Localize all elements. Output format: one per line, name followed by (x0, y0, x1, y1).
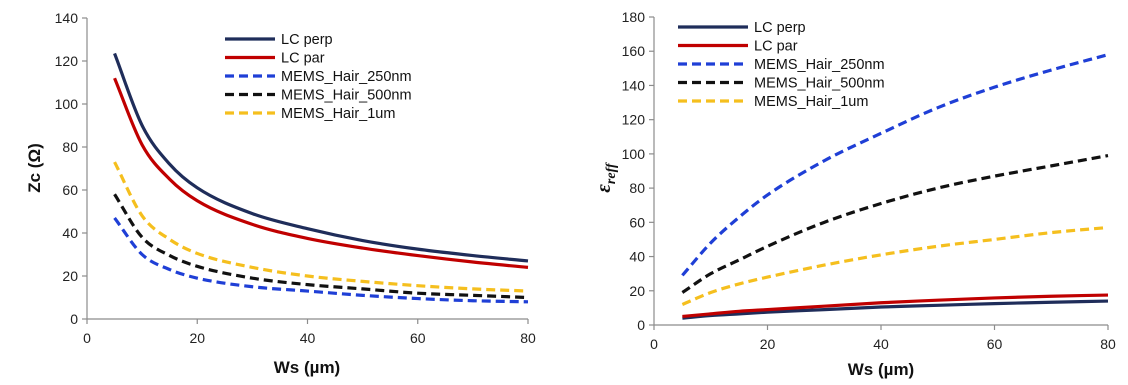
zc-y-tick-label: 80 (62, 139, 78, 155)
zc-x-tick-label: 60 (410, 330, 426, 346)
eps-x-tick-label: 60 (987, 336, 1003, 352)
eps-series-line-2 (681, 53, 1109, 277)
zc-legend-label: LC par (281, 51, 325, 67)
zc-series-line-2 (113, 216, 529, 304)
zc-y-tick-label: 40 (62, 225, 78, 241)
eps-y-axis-title: εreff (591, 162, 619, 193)
eps-legend: LC perp LC par MEMS_Hair_250nm MEMS_Hair_50… (678, 20, 885, 110)
eps-y-axis-subscript: reff (604, 162, 619, 184)
zc-series-line-0 (113, 52, 529, 263)
zc-y-tick-label: 60 (62, 182, 78, 198)
zc-y-tick-label: 120 (55, 53, 79, 69)
zc-series-line-4 (113, 161, 529, 293)
eps-y-tick-label: 120 (622, 112, 646, 128)
eps-y-axis-symbol: ε (591, 184, 615, 193)
zc-x-tick-label: 40 (300, 330, 316, 346)
eps-y-tick-label: 160 (622, 43, 646, 59)
eps-legend-label: MEMS_Hair_1um (754, 94, 868, 110)
zc-y-tick-label: 140 (55, 10, 79, 26)
zc-series-line-3 (113, 193, 529, 300)
eps-y-tick-label: 100 (622, 146, 646, 162)
zc-legend-label: MEMS_Hair_500nm (281, 88, 412, 104)
zc-legend-label: MEMS_Hair_1um (281, 106, 395, 122)
zc-y-tick-label: 100 (55, 96, 79, 112)
zc-series-line-1 (113, 77, 529, 269)
eps-y-tick-label: 140 (622, 77, 646, 93)
zc-y-tick-label: 20 (62, 268, 78, 284)
eps-legend-label: LC par (754, 39, 798, 55)
eps-x-tick-label: 0 (650, 336, 658, 352)
eps-legend-label: MEMS_Hair_250nm (754, 57, 885, 73)
eps-x-tick-label: 40 (873, 336, 889, 352)
zc-x-tick-label: 20 (189, 330, 205, 346)
eps-series-line-4 (681, 225, 1109, 306)
eps-x-axis-title: Ws (µm) (848, 360, 914, 379)
eps-y-tick-label: 180 (622, 9, 646, 25)
zc-y-tick-label: 0 (70, 311, 78, 327)
eps-y-tick-label: 80 (629, 180, 645, 196)
zc-x-tick-label: 0 (83, 330, 91, 346)
zc-x-axis-title: Ws (µm) (274, 358, 340, 377)
eps-y-tick-label: 0 (637, 317, 645, 333)
eps-y-tick-label: 40 (629, 249, 645, 265)
eps-x-tick-label: 80 (1100, 336, 1116, 352)
eps-x-tick-label: 20 (760, 336, 776, 352)
eps-series-line-0 (682, 299, 1109, 320)
eps-y-tick-label: 20 (629, 283, 645, 299)
eps-legend-label: MEMS_Hair_500nm (754, 76, 885, 92)
eps-series-line-3 (681, 154, 1109, 294)
zc-legend-label: MEMS_Hair_250nm (281, 69, 412, 85)
eps-chart: 0 20 40 60 80 100 120 140 160 180 0 20 40 60 80 Ws (µm)… (591, 9, 1116, 379)
eps-y-tick-label: 60 (629, 214, 645, 230)
zc-y-axis-title: Zc (Ω) (25, 143, 44, 193)
zc-legend: LC perp LC par MEMS_Hair_250nm MEMS_Hair_50… (225, 32, 412, 122)
eps-legend-label: LC perp (754, 20, 806, 36)
zc-chart: 0 20 40 60 80 100 120 140 0 20 40 60 80 Ws (µm) Zc (Ω)… (25, 10, 536, 377)
eps-series-line-1 (682, 293, 1109, 319)
zc-legend-label: LC perp (281, 32, 333, 48)
zc-x-tick-label: 80 (520, 330, 536, 346)
